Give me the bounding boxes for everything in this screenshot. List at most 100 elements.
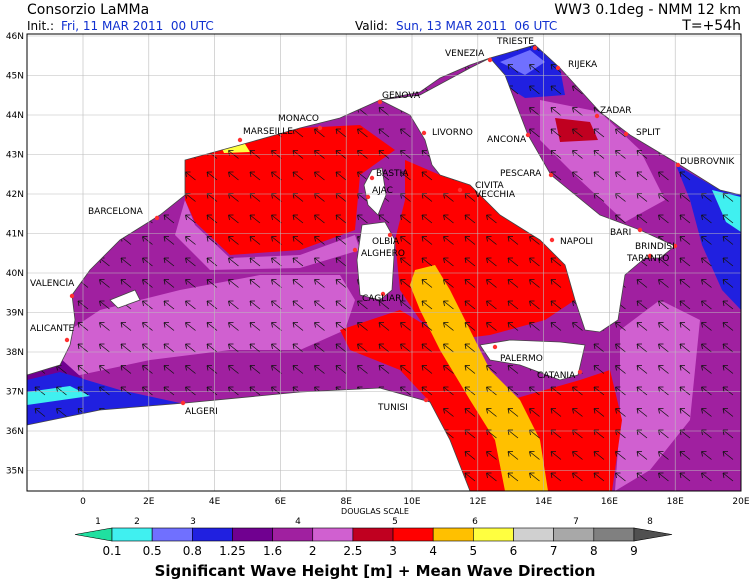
lon-label: 10E [403,497,420,507]
city-dot [369,175,375,181]
scale-value: 3 [389,544,397,558]
colorbar-segment [111,527,153,542]
city-label: RIJEKA [568,60,598,70]
scale-value: 7 [550,544,558,558]
colorbar-segment [151,527,193,542]
city-dot [387,232,393,238]
scale-value: 0.8 [183,544,202,558]
city-label: BARI [610,228,631,238]
lon-label: 6E [275,497,287,507]
city-dot [377,99,383,105]
map-frame [26,33,742,492]
land-mass [479,339,586,381]
city-label: OLBIA [372,237,400,247]
city-dot [352,247,358,253]
city-dot [637,227,643,233]
city-dot [555,65,561,71]
scale-value: 1.25 [219,544,246,558]
city-dot [421,130,427,136]
lat-label: 42N [6,190,24,200]
model: WW3 0.1deg - NMM 12 km [554,2,741,18]
map-body [27,34,741,491]
scale-value: 1.6 [263,544,282,558]
land-mass [356,221,396,301]
lon-label: 4E [209,497,221,507]
city-dot [380,291,386,297]
valid-label: Valid: [355,19,388,33]
lon-label: 2E [143,497,155,507]
lat-label: 36N [6,427,24,437]
city-label: TUNISI [377,403,408,413]
city-dot [594,113,600,119]
land-mass [109,289,141,309]
city-label: BRINDISI [635,242,675,252]
city-dot [365,194,371,200]
valid-date: Sun, 13 MAR 2011 06 UTC [396,19,557,33]
colorbar-segment [272,527,314,542]
lat-label: 35N [6,467,24,477]
city-dot [64,337,70,343]
city-label: ALGHERO [361,249,405,259]
lat-label: 45N [6,72,24,82]
city-label: ALGERI [185,407,218,417]
city-dot [549,237,555,243]
douglas-number: 1 [95,517,101,527]
lat-label: 41N [6,230,24,240]
lat-label: 43N [6,151,24,161]
lon-label: 20E [732,497,749,507]
city-dot [487,57,493,63]
colorbar-segment [312,527,354,542]
lead-time: T=+54h [681,18,741,34]
city-label: DUBROVNIK [680,157,735,167]
city-label: VECCHIA [475,190,516,200]
colorbar-high [633,527,673,542]
scale-value: 4 [429,544,437,558]
scale-value: 0.5 [143,544,162,558]
lon-label: 12E [469,497,486,507]
colorbar-segment [232,527,273,542]
scale-value: 9 [630,544,638,558]
city-dot [492,344,498,350]
city-label: BARCELONA [88,207,144,217]
city-label: TRIESTE [496,37,534,47]
city-dot [577,369,583,375]
land-mass [378,57,676,333]
city-label: SPLIT [636,128,661,138]
douglas-number: 3 [190,517,196,527]
douglas-title: DOUGLAS SCALE [341,507,409,516]
colorbar-segment [593,527,635,542]
scale-value: 2.5 [343,544,362,558]
colorbar-low [74,527,113,542]
lat-label: 38N [6,348,24,358]
city-label: MONACO [278,114,319,124]
city-dot [647,253,653,259]
colorbar-segment [392,527,434,542]
lon-label: 18E [667,497,684,507]
scale-value: 2 [309,544,317,558]
title: Consorzio LaMMa [27,2,149,18]
city-label: ALICANTE [30,324,74,334]
city-dot [672,243,678,249]
init-date: Fri, 11 MAR 2011 00 UTC [61,19,214,33]
city-label: VALENCIA [30,279,75,289]
city-dot [675,162,681,168]
douglas-number: 8 [647,517,653,527]
city-dot [180,400,186,406]
scale-value: 8 [590,544,598,558]
city-label: ANCONA [487,135,527,145]
legend: DOUGLAS SCALE 1 2 3 4 5 6 7 8 0.1 0.5 0.8 1.25 1.6 2 2.… [74,507,673,558]
lon-label: 14E [535,497,552,507]
city-dot [457,187,463,193]
city-dot [317,125,323,131]
scale-value: 5 [470,544,478,558]
lat-label: 44N [6,111,24,121]
city-dot [623,131,629,137]
city-label: ZADAR [600,106,632,116]
city-dot [237,137,243,143]
lat-label: 39N [6,309,24,319]
city-label: VENEZIA [445,49,485,59]
colorbar-segment [513,527,554,542]
city-label: TARANTO [626,254,669,264]
city-label: PESCARA [500,169,542,179]
